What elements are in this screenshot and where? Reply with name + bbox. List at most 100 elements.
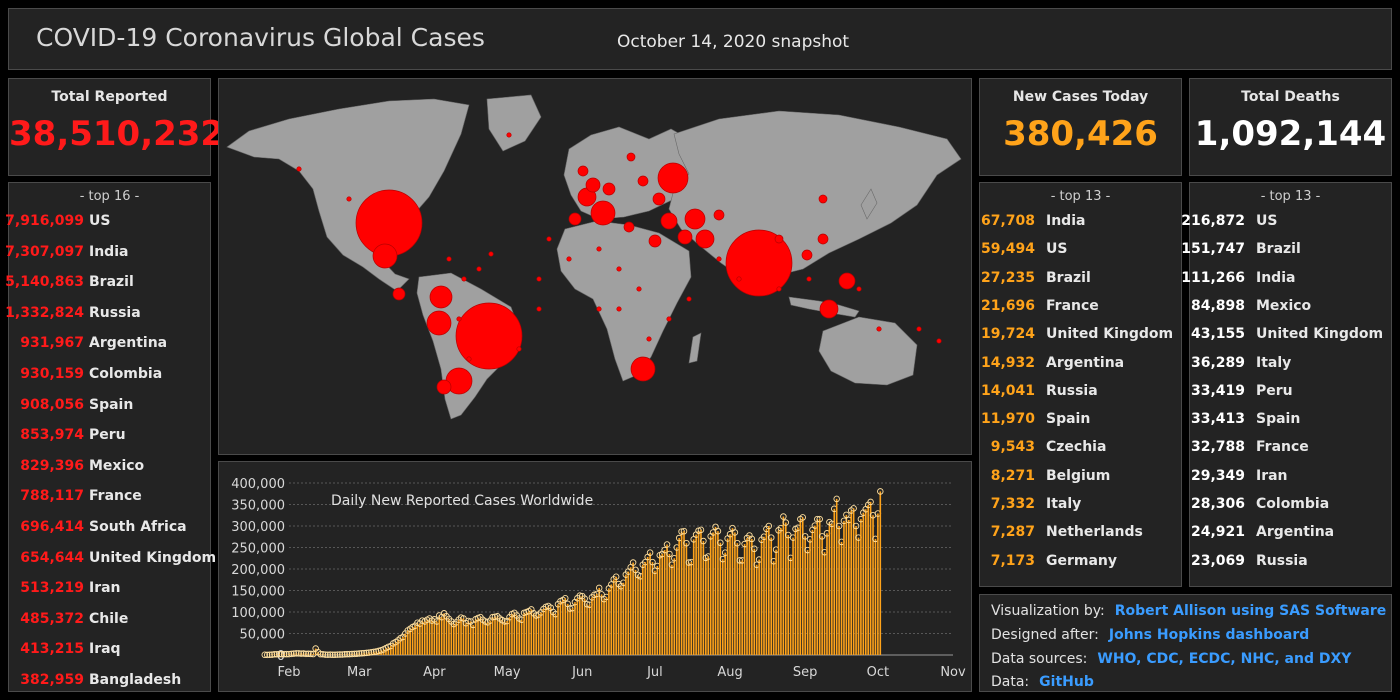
- data-point: [852, 522, 860, 530]
- list-item: 788,117 France: [9, 488, 210, 516]
- case-bubble: [372, 243, 398, 269]
- top-cases-list: - top 16 - 7,916,099 US 7,307,097 India 5,14…: [5, 182, 216, 692]
- list-item-label: France: [1046, 297, 1099, 314]
- case-bubble: [637, 175, 649, 187]
- list-item-label: Colombia: [89, 366, 163, 382]
- credit-link-sources[interactable]: WHO, CDC, ECDC, NHC, and DXY: [1097, 651, 1352, 667]
- list-item-label: Russia: [89, 304, 141, 321]
- x-tick-label: Oct: [867, 665, 889, 680]
- list-item: 11,970 Spain: [980, 411, 1181, 439]
- case-bubble: [392, 287, 406, 301]
- data-point: [717, 539, 724, 547]
- data-point: [700, 537, 707, 545]
- list-caption: - top 13 -: [1260, 189, 1321, 204]
- list-item: 151,747 Brazil: [1181, 241, 1391, 269]
- list-item-label: Russia: [1256, 552, 1308, 569]
- list-item-label: Argentina: [1256, 524, 1335, 541]
- case-bubble: [666, 316, 672, 322]
- list-item: 696,414 South Africa: [9, 519, 210, 547]
- madagascar-shape: [688, 332, 702, 364]
- data-point: [319, 650, 327, 658]
- list-item-value: 1,332,824: [5, 304, 84, 321]
- credit-visualization: Visualization by: Robert Allison using SA…: [991, 603, 1386, 619]
- x-tick-label: Apr: [423, 665, 446, 680]
- case-bubble: [838, 272, 856, 290]
- case-bubble: [461, 276, 467, 282]
- credit-link-github[interactable]: GitHub: [1039, 674, 1094, 690]
- list-item-label: Iraq: [89, 641, 121, 658]
- data-point: [322, 651, 329, 658]
- x-tick-label: Aug: [717, 665, 742, 680]
- list-item-value: 19,724: [980, 326, 1035, 343]
- data-point: [649, 558, 656, 566]
- list-item-label: Italy: [1256, 354, 1292, 371]
- case-bubble: [716, 256, 722, 262]
- case-bubble: [736, 276, 742, 282]
- data-point: [576, 592, 584, 599]
- data-point: [782, 519, 790, 526]
- new-cases-title: New Cases Today: [1012, 89, 1149, 105]
- list-item-label: Brazil: [1256, 241, 1301, 258]
- case-bubble: [776, 286, 782, 292]
- list-item-value: 413,215: [20, 641, 84, 658]
- case-bubble: [660, 212, 678, 230]
- list-item-value: 654,644: [20, 549, 84, 566]
- y-tick-label: 400,000: [231, 477, 285, 492]
- data-point: [748, 535, 756, 543]
- list-item-value: 7,307,097: [5, 243, 84, 260]
- case-bubble: [616, 306, 622, 312]
- credit-link-author[interactable]: Robert Allison using SAS Software: [1114, 603, 1387, 619]
- list-item-label: United Kingdom: [1256, 326, 1384, 343]
- list-item-value: 29,349: [1190, 467, 1245, 484]
- case-bubble: [774, 234, 784, 244]
- list-item-value: 513,219: [20, 580, 84, 597]
- list-item: 7,173 Germany: [980, 553, 1181, 581]
- data-point: [680, 527, 688, 535]
- list-item-value: 59,494: [980, 241, 1035, 258]
- list-item-value: 21,696: [980, 297, 1035, 314]
- case-bubble: [446, 256, 452, 262]
- list-item-label: Spain: [89, 396, 134, 413]
- credit-link-jhu[interactable]: Johns Hopkins dashboard: [1108, 627, 1310, 643]
- list-item-value: 28,306: [1190, 496, 1245, 512]
- data-point: [814, 515, 821, 523]
- list-caption: - top 16 -: [79, 189, 140, 204]
- data-point: [646, 549, 654, 556]
- case-bubble: [725, 229, 793, 297]
- x-tick-label: Mar: [347, 665, 372, 680]
- data-point: [261, 651, 269, 659]
- case-bubble: [616, 266, 622, 272]
- list-item: 14,932 Argentina: [980, 355, 1181, 383]
- data-point: [877, 488, 884, 495]
- list-item-label: Brazil: [1046, 269, 1091, 286]
- list-item: 28,306 Colombia: [1190, 496, 1391, 524]
- case-bubble: [636, 286, 642, 292]
- world-map-panel: [218, 78, 972, 455]
- y-tick-label: 300,000: [231, 520, 285, 535]
- list-item-value: 485,372: [20, 610, 84, 627]
- credit-label: Data sources:: [991, 651, 1088, 667]
- case-bubble: [684, 208, 706, 230]
- list-item: 23,069 Russia: [1190, 553, 1391, 581]
- data-point: [818, 533, 826, 540]
- case-bubble: [488, 251, 494, 257]
- list-item-value: 696,414: [20, 519, 84, 535]
- list-item-value: 216,872: [1181, 213, 1245, 229]
- data-point: [683, 539, 690, 547]
- list-item-value: 853,974: [20, 427, 84, 444]
- case-bubble: [916, 326, 922, 332]
- data-point: [850, 505, 857, 512]
- list-item-value: 908,056: [20, 396, 84, 413]
- credit-label: Visualization by:: [991, 603, 1105, 619]
- data-point: [843, 511, 850, 519]
- case-bubble: [623, 221, 635, 233]
- list-item-value: 27,235: [980, 269, 1035, 286]
- case-bubble: [455, 302, 523, 370]
- list-item-value: 7,916,099: [5, 213, 84, 229]
- case-bubble: [657, 162, 689, 194]
- data-point: [581, 595, 588, 602]
- total-reported-title: Total Reported: [51, 89, 168, 105]
- case-bubble: [652, 192, 666, 206]
- data-point: [816, 515, 823, 523]
- total-deaths-value: 1,092,144: [1194, 114, 1387, 154]
